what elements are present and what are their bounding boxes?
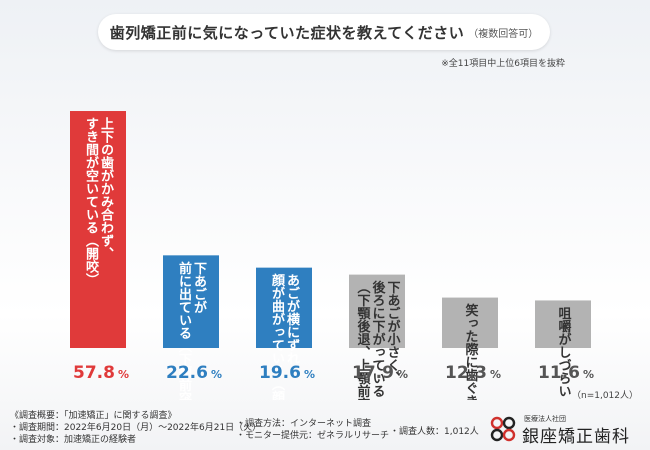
bar-4-label-line-2: 後ろに下がっている [370, 280, 386, 398]
logo-name: 銀座矯正歯科 [522, 427, 630, 447]
bar-6 [535, 300, 591, 348]
bar-4-label-line-1: 下あごが小さく、 [385, 281, 401, 385]
bar-4-label-line-3: （下顎後退、上顎前突） [355, 281, 372, 400]
bar-2-value: 22.6 [166, 363, 208, 383]
sample-size-note: （n=1,012人） [571, 391, 638, 401]
bar-chart: 上下の歯がかみ合わず、すき間が空いている（開咬） 57.8 % 下あごが前に出ている（… [70, 111, 594, 400]
survey-target: ・調査対象：加速矯正の経験者 [10, 435, 137, 445]
bar-1-value: 57.8 [73, 363, 115, 383]
bar-4-unit: % [397, 368, 408, 381]
bar-1-unit: % [118, 368, 129, 381]
bar-4-value: 17.9 [352, 363, 394, 383]
bar-5-value: 12.3 [445, 363, 487, 383]
bar-5-label-line-1: 笑った際に歯ぐきが目立つ [463, 303, 479, 400]
survey-method: ・調査方法：インターネット調査 [236, 419, 372, 429]
bar-1-label-line-2: すき間が空いている（開咬） [83, 117, 100, 286]
bar-2-label-line-2: 前に出ている（下顎前突） [176, 261, 193, 400]
bar-3-label-line-2: 顔が曲がっている（顔面非対称） [269, 273, 286, 400]
bar-5 [442, 297, 498, 348]
bar-4 [349, 274, 405, 348]
bar-3-value: 19.6 [259, 363, 301, 383]
bar-6-value: 11.6 [538, 363, 580, 383]
chart-title: 歯列矯正前に気になっていた症状を教えてください [109, 23, 465, 42]
bar-3-label-line-1: あごが横にずれ、 [284, 274, 300, 378]
survey-period: ・調査期間：2022年6月20日（月）〜2022年6月21日（火） [10, 423, 262, 433]
bar-3-unit: % [304, 368, 315, 381]
bar-3 [256, 267, 312, 348]
overview-title: 《調査概要：「加速矯正」に関する調査》 [10, 411, 177, 421]
survey-count: ・調査人数：1,012人 [390, 427, 479, 437]
monitor-provider: ・モニター提供元：ゼネラルリサーチ [236, 431, 390, 441]
survey-method-block: ・調査方法：インターネット調査 ・モニター提供元：ゼネラルリサーチ [236, 418, 389, 442]
title-box: 歯列矯正前に気になっていた症状を教えてください （複数回答可） [98, 14, 550, 50]
bar-2-unit: % [211, 368, 222, 381]
logo-mark-icon [490, 416, 516, 442]
top-note: ※全11項目中上位6項目を抜粋 [441, 59, 565, 69]
bar-2-label-line-1: 下あごが [191, 261, 207, 313]
bar-6-label-line-1: 咀嚼がしづらい [556, 306, 572, 397]
survey-overview: 《調査概要：「加速矯正」に関する調査》 ・調査期間：2022年6月20日（月）〜… [10, 410, 261, 446]
logo-subtitle: 医療法人社団 [524, 415, 566, 423]
bar-2 [163, 255, 219, 348]
chart-subtitle: （複数回答可） [468, 28, 539, 40]
bar-1-label-line-1: 上下の歯がかみ合わず、 [98, 117, 114, 260]
bar-6-unit: % [583, 368, 594, 381]
clinic-logo: 医療法人社団 銀座矯正歯科 [490, 414, 640, 447]
bar-1 [70, 111, 126, 349]
bar-5-unit: % [490, 368, 501, 381]
